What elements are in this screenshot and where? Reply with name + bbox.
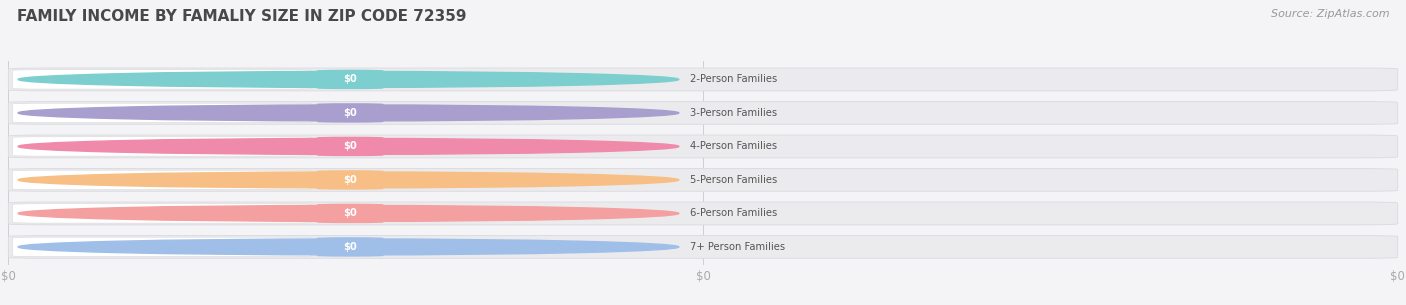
FancyBboxPatch shape (316, 170, 384, 190)
Circle shape (18, 71, 679, 88)
FancyBboxPatch shape (316, 204, 384, 223)
FancyBboxPatch shape (8, 235, 1398, 258)
Circle shape (18, 206, 679, 221)
Circle shape (18, 105, 679, 121)
Text: $0: $0 (343, 242, 357, 252)
FancyBboxPatch shape (8, 135, 1398, 158)
FancyBboxPatch shape (13, 204, 311, 223)
FancyBboxPatch shape (316, 237, 384, 257)
FancyBboxPatch shape (13, 137, 311, 156)
Text: 4-Person Families: 4-Person Families (690, 142, 778, 151)
Text: 2-Person Families: 2-Person Families (690, 74, 778, 84)
Text: 7+ Person Families: 7+ Person Families (690, 242, 785, 252)
Text: 6-Person Families: 6-Person Families (690, 208, 778, 218)
FancyBboxPatch shape (316, 103, 384, 123)
Text: Source: ZipAtlas.com: Source: ZipAtlas.com (1271, 9, 1389, 19)
FancyBboxPatch shape (8, 68, 1398, 91)
Text: 5-Person Families: 5-Person Families (690, 175, 778, 185)
Text: $0: $0 (343, 108, 357, 118)
Text: $0: $0 (343, 74, 357, 84)
FancyBboxPatch shape (8, 202, 1398, 225)
FancyBboxPatch shape (13, 170, 311, 190)
FancyBboxPatch shape (13, 237, 311, 257)
Circle shape (18, 138, 679, 154)
Text: FAMILY INCOME BY FAMALIY SIZE IN ZIP CODE 72359: FAMILY INCOME BY FAMALIY SIZE IN ZIP COD… (17, 9, 467, 24)
FancyBboxPatch shape (316, 137, 384, 156)
FancyBboxPatch shape (8, 169, 1398, 191)
Text: $0: $0 (343, 175, 357, 185)
FancyBboxPatch shape (8, 102, 1398, 124)
FancyBboxPatch shape (13, 70, 311, 89)
Circle shape (18, 172, 679, 188)
Circle shape (18, 239, 679, 255)
Text: $0: $0 (343, 208, 357, 218)
FancyBboxPatch shape (316, 70, 384, 89)
Text: $0: $0 (343, 142, 357, 151)
Text: 3-Person Families: 3-Person Families (690, 108, 778, 118)
FancyBboxPatch shape (13, 103, 311, 123)
